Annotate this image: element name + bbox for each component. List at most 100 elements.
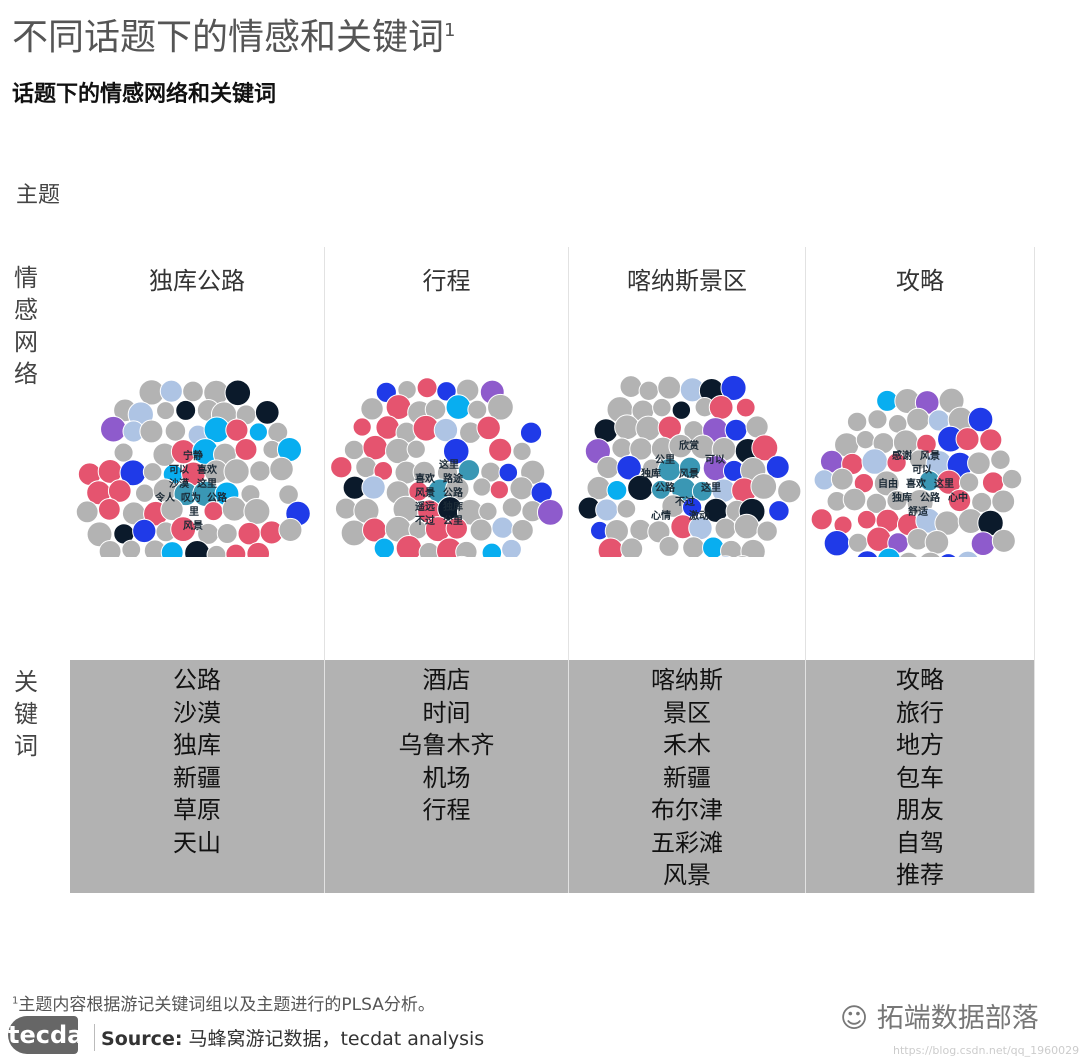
sentiment-node bbox=[472, 477, 492, 497]
sentiment-node bbox=[735, 555, 750, 557]
node-label: 这里 bbox=[197, 477, 217, 490]
footnote-text: 主题内容根据游记关键词组以及主题进行的PLSA分析。 bbox=[18, 995, 435, 1015]
sentiment-node bbox=[224, 379, 252, 407]
keyword: 机场 bbox=[422, 763, 471, 792]
sentiment-node bbox=[237, 521, 261, 546]
sentiment-node bbox=[511, 518, 534, 542]
node-label: 感谢 bbox=[892, 449, 912, 462]
node-label: 风景 bbox=[183, 520, 203, 532]
sentiment-node bbox=[491, 516, 514, 539]
subtitle: 话题下的情感网络和关键词 bbox=[12, 82, 277, 107]
sentiment-node bbox=[861, 448, 889, 475]
sentiment-node bbox=[970, 531, 996, 557]
node-label: 宁静 bbox=[183, 449, 203, 462]
sentiment-node bbox=[856, 550, 879, 557]
page-title: 不同话题下的情感和关键词1 bbox=[12, 8, 455, 60]
side-label-keywords: 关键词 bbox=[14, 668, 38, 760]
source: Source: 马蜂窝游记数据，tecdat analysis bbox=[94, 1024, 484, 1051]
sentiment-node bbox=[416, 377, 438, 399]
keyword: 草原 bbox=[173, 796, 221, 824]
sentiment-node bbox=[225, 418, 249, 442]
sentiment-node bbox=[206, 544, 227, 557]
sentiment-node bbox=[170, 516, 197, 543]
footnote-mark: 1 bbox=[444, 20, 456, 41]
sentiment-node bbox=[877, 547, 901, 557]
sentiment-node bbox=[765, 455, 790, 480]
sentiment-node bbox=[750, 473, 778, 500]
sentiment-node bbox=[991, 528, 1016, 553]
keyword: 景区 bbox=[663, 698, 711, 727]
sentiment-node bbox=[467, 399, 488, 420]
sentiment-node bbox=[714, 517, 737, 540]
sentiment-node bbox=[596, 455, 620, 480]
title-text: 不同话题下的情感和关键词 bbox=[12, 17, 445, 58]
sentiment-node bbox=[278, 484, 299, 505]
sentiment-node bbox=[719, 555, 732, 557]
topic-title: 行程 bbox=[422, 267, 471, 295]
sentiment-node bbox=[756, 520, 778, 542]
sentiment-node bbox=[139, 419, 164, 444]
sentiment-node bbox=[512, 441, 532, 462]
topic-title: 攻略 bbox=[896, 267, 944, 295]
topic-column: 行程 这里 喜欢 路途 风景 公路 遥远 独库 不过 公里 酒店 时间 乌鲁木齐 机场 行程 bbox=[325, 247, 569, 893]
sentiment-node bbox=[616, 454, 642, 481]
sentiment-node bbox=[360, 397, 384, 421]
sentiment-node bbox=[619, 375, 643, 398]
keyword: 旅行 bbox=[896, 698, 944, 727]
sentiment-node bbox=[967, 406, 994, 433]
sentiment-node bbox=[823, 530, 851, 557]
sentiment-node bbox=[164, 420, 187, 442]
side-label-network: 情感网络 bbox=[14, 264, 38, 388]
sentiment-node bbox=[810, 508, 833, 531]
keyword-list: 喀纳斯 景区 禾木 新疆 布尔津 五彩滩 风景 bbox=[569, 660, 805, 893]
node-label: 欣赏 bbox=[679, 439, 699, 452]
sentiment-node bbox=[919, 551, 941, 557]
sentiment-node bbox=[455, 540, 478, 557]
sentiment-node bbox=[98, 539, 122, 557]
sentiment-node bbox=[519, 421, 543, 444]
sentiment-node bbox=[248, 422, 268, 442]
node-label: 公里 bbox=[443, 515, 463, 527]
topic-title: 独库公路 bbox=[149, 267, 245, 295]
sentiment-node bbox=[856, 509, 877, 530]
node-label: 风景 bbox=[415, 487, 435, 499]
node-label: 可以 bbox=[912, 464, 932, 476]
node-label: 独库 bbox=[641, 467, 661, 480]
node-label: 公里 bbox=[655, 454, 675, 466]
sentiment-node bbox=[156, 401, 176, 421]
node-label: 激动 bbox=[689, 509, 709, 522]
sentiment-node bbox=[967, 451, 991, 475]
sentiment-node bbox=[334, 497, 357, 520]
keyword-list: 酒店 时间 乌鲁木齐 机场 行程 bbox=[325, 660, 568, 893]
sentiment-node bbox=[445, 394, 472, 420]
sentiment-node bbox=[957, 550, 979, 557]
sentiment-node bbox=[249, 460, 271, 482]
keyword: 朋友 bbox=[896, 796, 944, 824]
sentiment-node bbox=[651, 479, 671, 500]
sentiment-node bbox=[924, 529, 950, 555]
sentiment-node bbox=[97, 497, 121, 521]
sentiment-node bbox=[979, 428, 1003, 452]
keyword-list: 公路 沙漠 独库 新疆 草原 天山 bbox=[70, 660, 324, 893]
node-label: 叹为 bbox=[181, 491, 201, 504]
node-label: 公路 bbox=[207, 491, 228, 504]
sentiment-node bbox=[595, 498, 619, 522]
node-label: 风景 bbox=[920, 450, 940, 462]
node-label: 喜欢 bbox=[197, 463, 218, 476]
sentiment-node bbox=[160, 497, 184, 522]
keyword: 地方 bbox=[896, 731, 944, 759]
sentiment-node bbox=[830, 467, 854, 491]
wechat-icon: ☺ bbox=[840, 1003, 877, 1034]
sentiment-node bbox=[478, 501, 498, 522]
keyword: 新疆 bbox=[173, 763, 221, 792]
keyword: 天山 bbox=[173, 828, 221, 857]
sentiment-node bbox=[418, 541, 440, 557]
row-header-theme: 主题 bbox=[16, 183, 61, 208]
topic-column: 独库公路 宁静 可以 喜欢 沙漠 这里 令人 叹为 公路里风景 公路 沙漠 独库 新疆 草原 天山 bbox=[70, 247, 325, 893]
sentiment-node bbox=[456, 555, 467, 557]
sentiment-node bbox=[720, 374, 747, 402]
footnote: 1主题内容根据游记关键词组以及主题进行的PLSA分析。 bbox=[12, 990, 435, 1015]
keyword: 自驾 bbox=[896, 828, 944, 857]
sentiment-node bbox=[724, 418, 748, 442]
